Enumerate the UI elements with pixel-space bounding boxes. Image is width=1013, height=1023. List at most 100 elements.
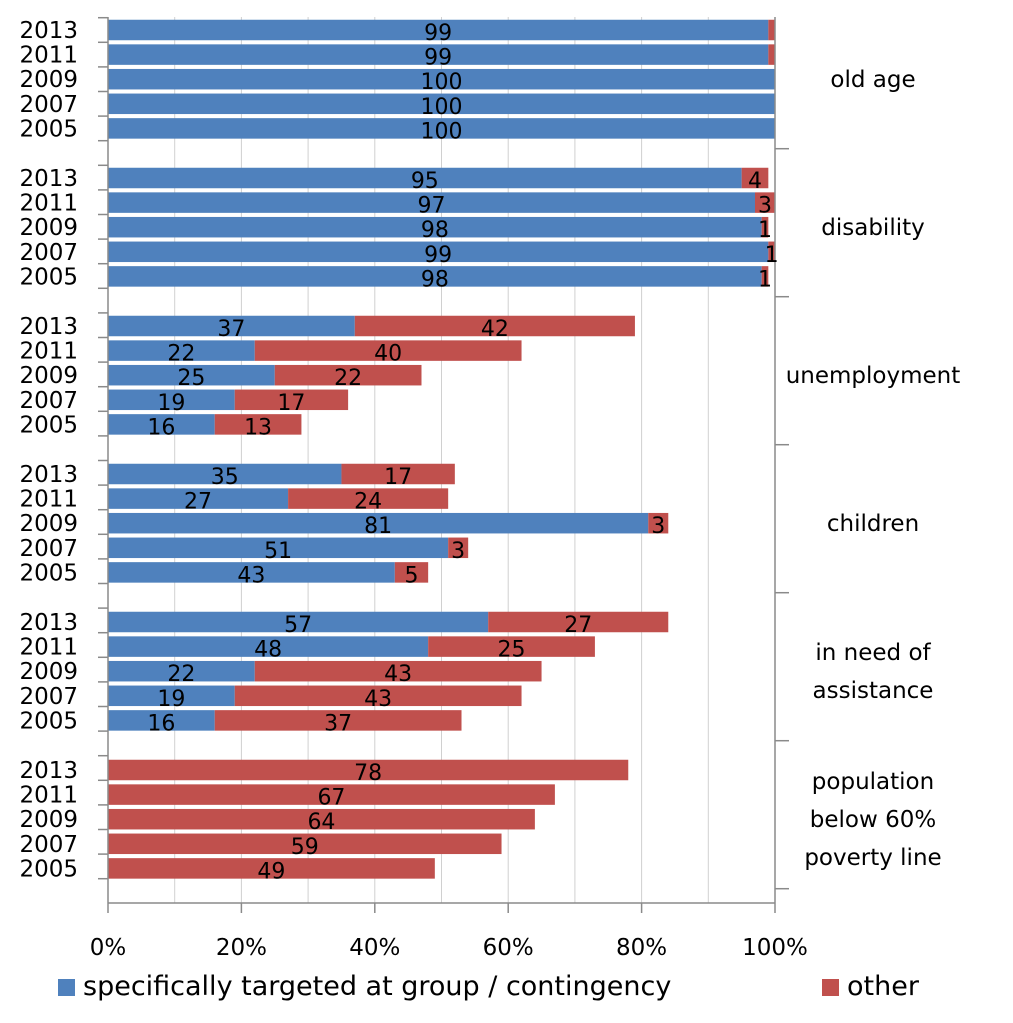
year-label: 2011 [19, 43, 78, 69]
data-label-other: 25 [498, 638, 526, 663]
year-label: 2007 [19, 388, 78, 414]
data-label-targeted: 81 [364, 514, 392, 539]
data-label-targeted: 98 [421, 218, 449, 243]
year-label: 2013 [19, 166, 78, 192]
bars [108, 19, 775, 879]
data-label-other: 59 [291, 835, 319, 860]
bar-segment-other [741, 167, 769, 189]
x-tick-label: 40% [349, 935, 400, 961]
group-label: disability [821, 215, 924, 241]
data-label-other: 40 [374, 342, 402, 367]
data-label-targeted: 99 [424, 21, 452, 46]
data-label-targeted: 98 [421, 267, 449, 292]
bar-segment-targeted [108, 118, 775, 139]
legend-label-targeted: specifically targeted at group / conting… [83, 971, 671, 1002]
bar-segment-targeted [108, 488, 289, 509]
data-label-other: 37 [324, 711, 352, 736]
year-label: 2007 [19, 684, 78, 710]
bar-segment-targeted [108, 93, 775, 115]
bar-segment-targeted [108, 512, 649, 534]
year-label: 2011 [19, 487, 78, 513]
bar-segment-other [108, 808, 535, 830]
data-label-targeted: 100 [421, 70, 463, 95]
bar-segment-other [754, 192, 775, 213]
data-label-targeted: 48 [254, 638, 282, 663]
year-label: 2009 [19, 363, 78, 389]
legend-swatch-other [822, 979, 839, 996]
bar-segment-targeted [108, 562, 395, 583]
bar-segment-targeted [108, 710, 215, 731]
bar-segment-targeted [108, 340, 255, 361]
data-label-other: 49 [257, 859, 285, 884]
data-label-targeted: 37 [217, 317, 245, 342]
year-label: 2009 [19, 511, 78, 537]
year-label: 2005 [19, 412, 78, 438]
year-label: 2009 [19, 215, 78, 241]
bar-segment-other [108, 759, 629, 781]
data-label-other: 64 [307, 810, 335, 835]
labels: 2013 99 2011 99 2009 100 2007 100 2005 100 old age… [19, 18, 960, 961]
data-label-targeted: 100 [421, 95, 463, 120]
legend: specifically targeted at group / conting… [58, 971, 920, 1002]
bar-segment-other [648, 512, 669, 534]
group-label: children [827, 511, 919, 537]
data-label-other: 78 [354, 761, 382, 786]
data-label-other: 43 [384, 662, 412, 687]
bar-segment-targeted [108, 364, 275, 386]
data-label-other: 3 [451, 539, 465, 564]
x-tick-label: 60% [483, 935, 534, 961]
group-label: in need of assistance [813, 640, 934, 704]
year-label: 2005 [19, 116, 78, 142]
data-label-targeted: 57 [284, 613, 312, 638]
group-label: population below 60% poverty line [804, 769, 941, 871]
bar-segment-other [234, 389, 349, 411]
bar-segment-other [428, 636, 595, 657]
year-label: 2005 [19, 856, 78, 882]
bar-segment-targeted [108, 537, 449, 559]
year-label: 2007 [19, 832, 78, 858]
year-label: 2013 [19, 314, 78, 340]
year-label: 2009 [19, 807, 78, 833]
data-label-targeted: 100 [421, 119, 463, 144]
bar-segment-other [761, 216, 769, 238]
bar-segment-targeted [108, 660, 255, 682]
data-label-other: 22 [334, 366, 362, 391]
bar-segment-targeted [108, 241, 769, 263]
bar-segment-targeted [108, 68, 775, 90]
data-label-other: 27 [564, 613, 592, 638]
bar-segment-targeted [108, 315, 355, 337]
bar-segment-other [488, 611, 669, 633]
data-label-targeted: 35 [211, 465, 239, 490]
bar-segment-other [254, 340, 522, 361]
year-label: 2013 [19, 610, 78, 636]
bar-segment-targeted [108, 44, 769, 65]
bar-segment-other [768, 19, 775, 41]
x-tick-label: 0% [90, 935, 127, 961]
bar-segment-targeted [108, 192, 755, 213]
year-label: 2013 [19, 462, 78, 488]
data-label-targeted: 25 [177, 366, 205, 391]
data-label-targeted: 95 [411, 169, 439, 194]
bar-segment-targeted [108, 266, 762, 287]
bar-segment-targeted [108, 414, 215, 435]
data-label-other: 1 [758, 218, 772, 243]
legend-swatch-targeted [58, 979, 75, 996]
data-label-other: 17 [277, 391, 305, 416]
data-label-other: 42 [481, 317, 509, 342]
data-label-targeted: 19 [157, 687, 185, 712]
data-label-other: 3 [651, 514, 665, 539]
data-label-other: 1 [765, 243, 779, 268]
bar-segment-targeted [108, 389, 235, 411]
bar-segment-targeted [108, 216, 762, 238]
year-label: 2011 [19, 191, 78, 217]
bar-segment-other [108, 784, 555, 805]
year-label: 2007 [19, 92, 78, 118]
bar-segment-other [768, 44, 775, 65]
year-label: 2009 [19, 67, 78, 93]
bar-segment-other [214, 414, 302, 435]
year-label: 2007 [19, 240, 78, 266]
data-label-targeted: 16 [147, 711, 175, 736]
x-tick-label: 20% [216, 935, 267, 961]
data-label-other: 5 [404, 563, 418, 588]
